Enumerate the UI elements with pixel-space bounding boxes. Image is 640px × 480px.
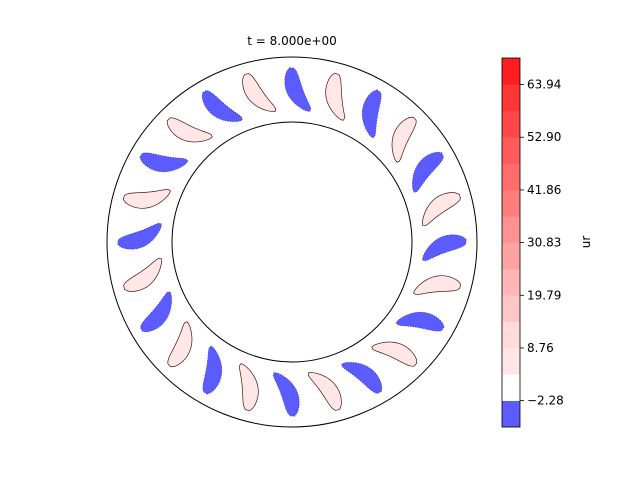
blade-negative — [361, 89, 382, 139]
blade-positive — [167, 321, 193, 368]
colorbar-band-13 — [502, 58, 520, 85]
colorbar-tick-label: 8.76 — [527, 341, 554, 355]
blade-negative — [117, 222, 162, 250]
blade-positive — [166, 117, 213, 143]
colorbar-band-11 — [502, 110, 520, 138]
blade-negative — [422, 234, 467, 262]
colorbar-label: ur — [579, 236, 593, 249]
colorbar-tick-label: 19.79 — [527, 288, 561, 302]
blade-positive — [122, 189, 171, 209]
blade-negative — [412, 151, 444, 193]
colorbar-band-5 — [502, 268, 520, 296]
outer-boundary — [106, 56, 478, 428]
colorbar-band-4 — [502, 295, 520, 322]
colorbar-band-10 — [502, 137, 520, 164]
blade-negative — [139, 152, 189, 173]
blade-positive — [391, 116, 417, 163]
plot-title: t = 8.000e+00 — [247, 34, 336, 48]
colorbar-tick-label: −2.28 — [527, 394, 564, 408]
blade-positive — [242, 73, 277, 112]
blade-negative — [341, 362, 383, 394]
blade-positive — [325, 72, 345, 121]
colorbar-band-3 — [502, 321, 520, 349]
colorbar-band-9 — [502, 163, 520, 191]
colorbar: −2.28 8.76 19.79 30.83 41.86 52.90 63.94 — [501, 57, 564, 428]
colorbar-band-8 — [502, 189, 520, 217]
colorbar-tick-label: 30.83 — [527, 236, 561, 250]
colorbar-band-1 — [502, 374, 520, 401]
blade-negative — [201, 90, 243, 122]
colorbar-tick-label: 41.86 — [527, 183, 561, 197]
colorbar-band-7 — [502, 216, 520, 243]
colorbar-band-6 — [502, 242, 520, 270]
colorbar-band-0 — [502, 400, 520, 428]
blade-positive — [123, 257, 162, 292]
blade-positive — [239, 363, 259, 412]
blade-positive — [422, 192, 461, 227]
blade-positive — [371, 341, 418, 367]
colorbar-tick-label: 63.94 — [527, 78, 561, 92]
blade-negative — [284, 67, 312, 112]
blade-positive — [307, 372, 342, 411]
colorbar-band-12 — [502, 84, 520, 112]
blade-negative — [140, 291, 172, 333]
colorbar-band-2 — [502, 347, 520, 375]
blade-positive — [413, 275, 462, 295]
inner-boundary — [171, 121, 413, 363]
blade-negative — [395, 311, 445, 332]
blade-group — [117, 67, 467, 417]
colorbar-tick-label: 52.90 — [527, 130, 561, 144]
blade-negative — [202, 345, 223, 395]
blade-negative — [272, 372, 300, 417]
